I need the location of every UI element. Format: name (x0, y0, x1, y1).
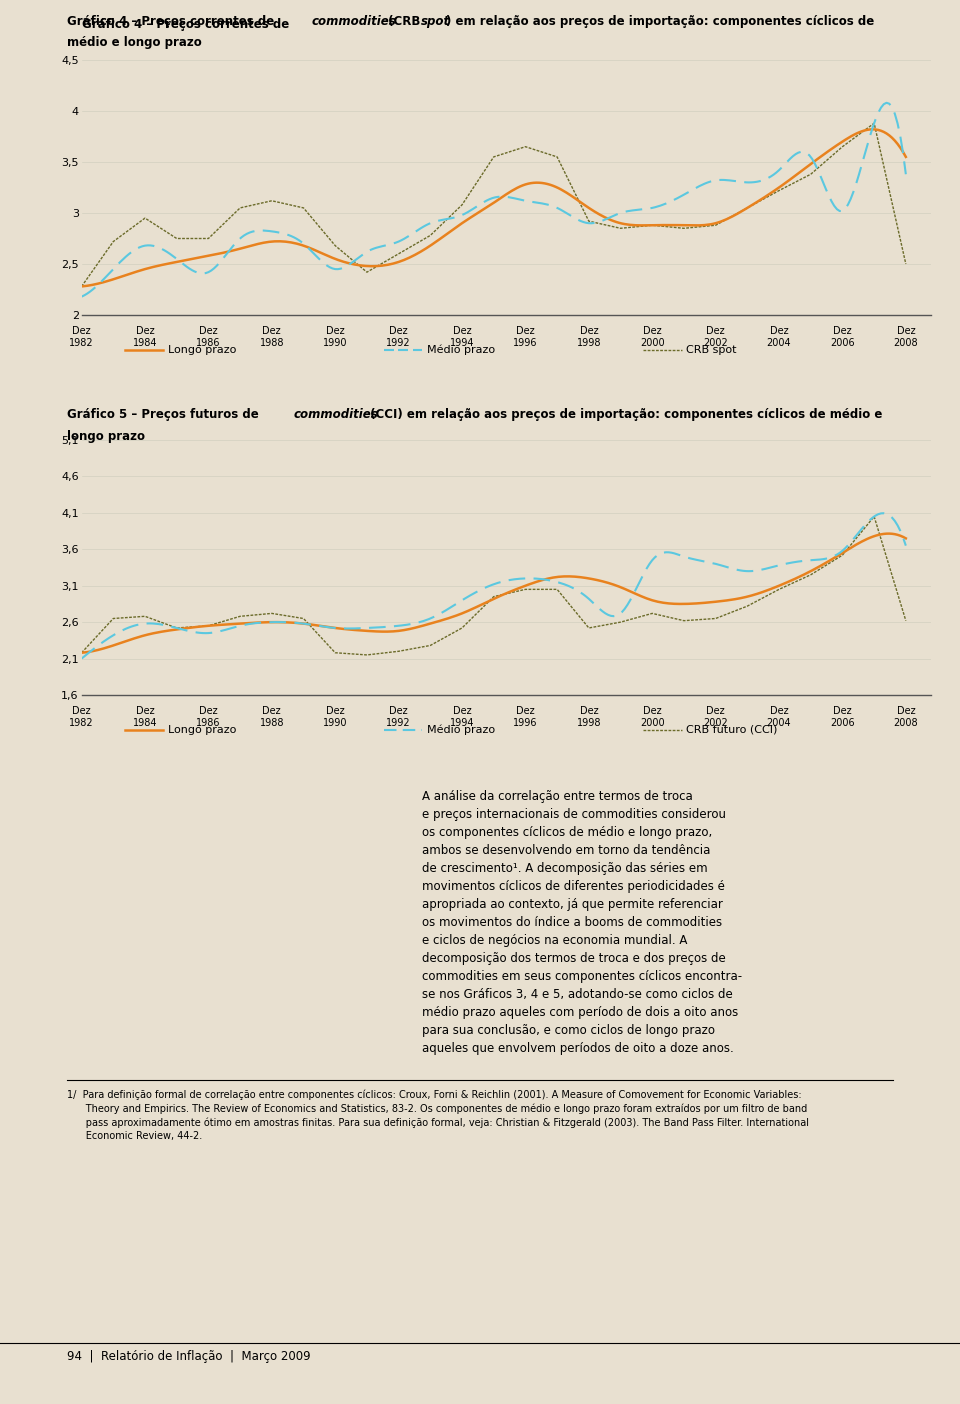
Text: Gráfico 4 – Preços correntes de: Gráfico 4 – Preços correntes de (82, 18, 293, 31)
Text: Dez
1996: Dez 1996 (514, 706, 538, 727)
Text: CRB futuro (CCI): CRB futuro (CCI) (686, 724, 778, 736)
Text: spot: spot (420, 15, 449, 28)
Text: Médio prazo: Médio prazo (427, 345, 495, 355)
Text: médio e longo prazo: médio e longo prazo (67, 37, 202, 49)
Text: Dez
1984: Dez 1984 (132, 326, 157, 348)
Text: Dez
1986: Dez 1986 (196, 706, 221, 727)
Text: Dez
1996: Dez 1996 (514, 326, 538, 348)
Text: Dez
1990: Dez 1990 (323, 326, 348, 348)
Text: commodities: commodities (294, 409, 378, 421)
Text: Dez
1982: Dez 1982 (69, 706, 94, 727)
Text: Dez
1994: Dez 1994 (450, 706, 474, 727)
Text: (CRB: (CRB (384, 15, 424, 28)
Text: Dez
2004: Dez 2004 (767, 706, 791, 727)
Text: Dez
2008: Dez 2008 (894, 706, 918, 727)
Text: longo prazo: longo prazo (67, 431, 145, 444)
Text: Gráfico 5 – Preços futuros de: Gráfico 5 – Preços futuros de (67, 409, 263, 421)
Text: Dez
2006: Dez 2006 (830, 326, 854, 348)
Text: 1/  Para definição formal de correlação entre componentes cíclicos: Croux, Forni: 1/ Para definição formal de correlação e… (67, 1090, 809, 1141)
Text: Dez
2008: Dez 2008 (894, 326, 918, 348)
Text: Dez
2002: Dez 2002 (704, 706, 728, 727)
Text: Dez
1998: Dez 1998 (577, 326, 601, 348)
Text: Dez
1992: Dez 1992 (386, 326, 411, 348)
Text: Gráfico 4 – Preços correntes de: Gráfico 4 – Preços correntes de (67, 15, 278, 28)
Text: Dez
2002: Dez 2002 (704, 326, 728, 348)
Text: 94  |  Relatório de Inflação  |  Março 2009: 94 | Relatório de Inflação | Março 2009 (67, 1351, 311, 1363)
Text: Dez
1992: Dez 1992 (386, 706, 411, 727)
Text: (CCI) em relação aos preços de importação: componentes cíclicos de médio e: (CCI) em relação aos preços de importaçã… (366, 409, 882, 421)
Text: Dez
2000: Dez 2000 (640, 326, 664, 348)
Text: Dez
1990: Dez 1990 (323, 706, 348, 727)
Text: Médio prazo: Médio prazo (427, 724, 495, 736)
Text: CRB spot: CRB spot (686, 345, 737, 355)
Text: Dez
1988: Dez 1988 (259, 326, 284, 348)
Text: A análise da correlação entre termos de troca
e preços internacionais de commodi: A análise da correlação entre termos de … (422, 790, 742, 1054)
Text: Dez
2000: Dez 2000 (640, 706, 664, 727)
Text: Dez
1994: Dez 1994 (450, 326, 474, 348)
Text: Dez
2004: Dez 2004 (767, 326, 791, 348)
Text: Dez
1998: Dez 1998 (577, 706, 601, 727)
Text: Dez
1984: Dez 1984 (132, 706, 157, 727)
Text: Dez
1988: Dez 1988 (259, 706, 284, 727)
Text: Dez
1982: Dez 1982 (69, 326, 94, 348)
Text: Dez
1986: Dez 1986 (196, 326, 221, 348)
Text: Longo prazo: Longo prazo (168, 724, 236, 736)
Text: Dez
2006: Dez 2006 (830, 706, 854, 727)
Text: Longo prazo: Longo prazo (168, 345, 236, 355)
Text: commodities: commodities (312, 15, 396, 28)
Text: ) em relação aos preços de importação: componentes cíclicos de: ) em relação aos preços de importação: c… (446, 15, 875, 28)
